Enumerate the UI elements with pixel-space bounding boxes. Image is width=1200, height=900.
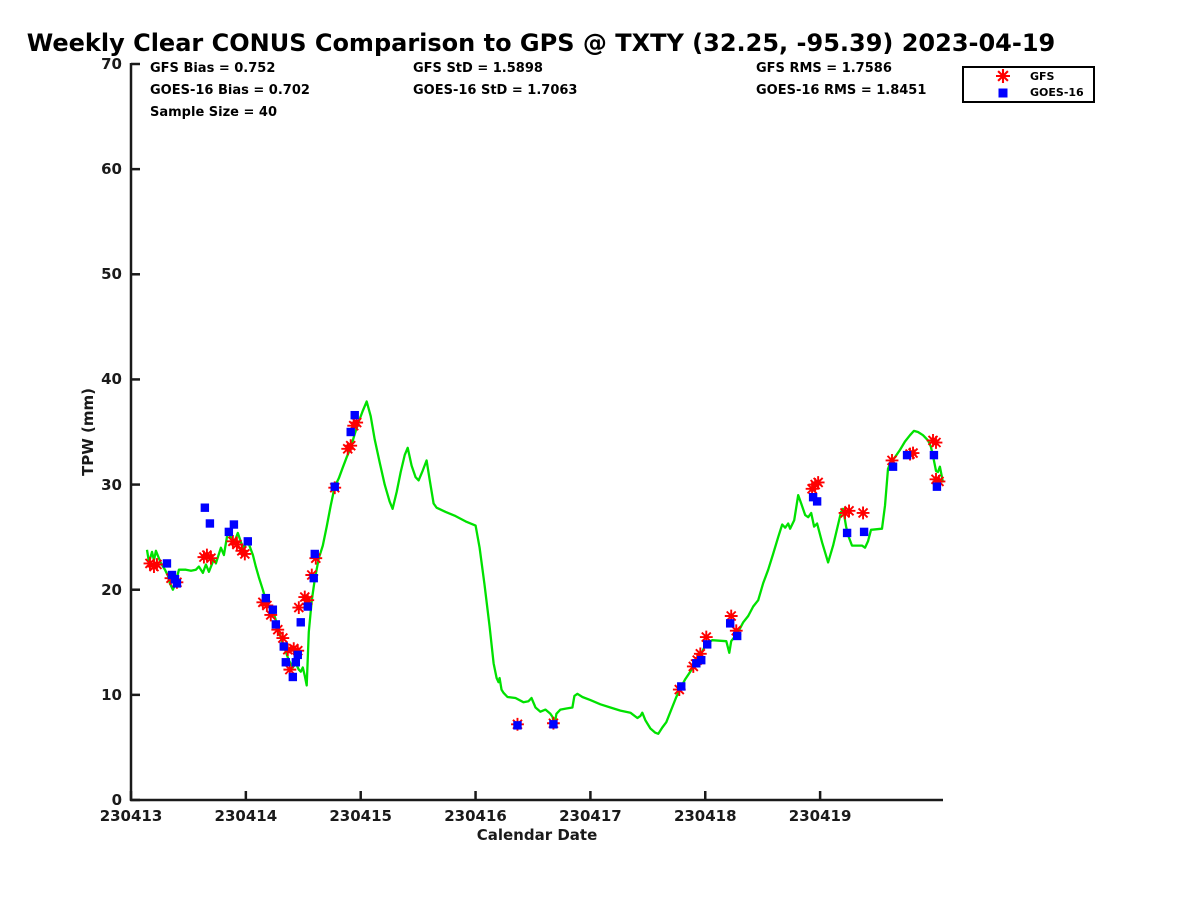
goes16-square-marker [224,527,234,537]
x-tick-label: 230417 [559,807,622,825]
y-tick-label: 20 [101,580,122,599]
goes16-square-marker [170,575,180,584]
x-tick-label: 230419 [788,807,852,825]
goes16-square-icon [988,87,1018,99]
goes16-square-marker [902,450,912,460]
goes16-square-marker [310,549,319,559]
x-tick-label: 230414 [214,807,278,825]
goes16-square-marker [243,537,253,546]
legend-entry-goes16: GOES-16 [964,85,1093,102]
goes16-square-marker [296,618,305,627]
x-tick-label: 230418 [673,807,737,825]
y-tick-label: 0 [111,791,122,809]
goes16-square-marker [330,482,339,491]
goes16-square-marker [309,573,318,583]
goes16-square-marker [929,450,939,460]
x-axis-label: Calendar Date [476,826,598,844]
goes16-square-marker [281,658,291,667]
goes16-square-marker [293,650,302,660]
goes16-square-marker [167,570,177,580]
stat-gfs-bias: GFS Bias = 0.752 [150,61,276,76]
goes16-square-marker [271,620,281,629]
y-tick-label: 50 [101,265,122,284]
stat-gfs-std: GFS StD = 1.5898 [413,61,543,76]
gfs-asterisk-icon [988,68,1018,84]
legend-label-gfs: GFS [1030,69,1055,83]
goes16-square-marker [692,659,701,668]
goes16-square-marker [261,593,271,603]
goes16-square-marker [291,658,301,667]
goes16-square-marker [350,410,359,420]
goes16-square-marker [346,427,355,437]
goes16-square-marker [205,519,215,528]
goes16-square-marker [288,672,298,682]
goes16-square-marker [703,640,712,649]
goes16-square-marker [172,579,182,588]
goes16-square-marker [549,720,558,729]
goes16-square-marker [808,492,818,502]
goes16-square-marker [888,462,898,471]
x-tick-label: 230415 [329,807,392,825]
y-tick-label: 10 [101,685,122,704]
stat-goes-rms: GOES-16 RMS = 1.8451 [756,83,927,98]
goes16-square-marker [303,602,312,611]
x-tick-label: 230413 [99,807,163,825]
y-tick-label: 40 [101,370,122,389]
goes16-square-marker [279,642,288,651]
y-tick-label: 60 [101,160,122,179]
goes16-square-marker [162,559,172,568]
goes16-square-marker [842,528,852,538]
gps-line [145,400,945,735]
legend-label-goes16: GOES-16 [1030,86,1084,100]
goes16-square-marker [677,682,686,691]
stat-goes-std: GOES-16 StD = 1.7063 [413,83,578,98]
chart-title: Weekly Clear CONUS Comparison to GPS @ T… [26,29,1056,57]
goes16-square-marker [268,605,278,614]
goes16-square-marker [229,520,239,529]
goes16-square-marker [859,527,869,537]
y-tick-label: 70 [101,55,122,73]
gfs-asterisk-markers [143,416,946,731]
goes16-square-marker [200,503,210,512]
goes16-square-marker [725,619,735,628]
goes16-square-marker [513,721,522,730]
legend-box: GFS GOES-16 [962,66,1095,103]
stat-goes-bias: GOES-16 Bias = 0.702 [150,83,310,98]
x-tick-label: 230416 [444,807,507,825]
goes16-square-marker [932,482,942,491]
stat-gfs-rms: GFS RMS = 1.7586 [756,61,892,76]
goes16-square-marker [732,631,742,641]
legend-entry-gfs: GFS [964,68,1093,85]
y-tick-label: 30 [101,475,122,494]
goes16-square-marker [697,655,706,665]
y-axis-label: TPW (mm) [79,388,97,476]
goes16-square-marker [812,497,822,506]
stat-sample-size: Sample Size = 40 [150,105,278,120]
